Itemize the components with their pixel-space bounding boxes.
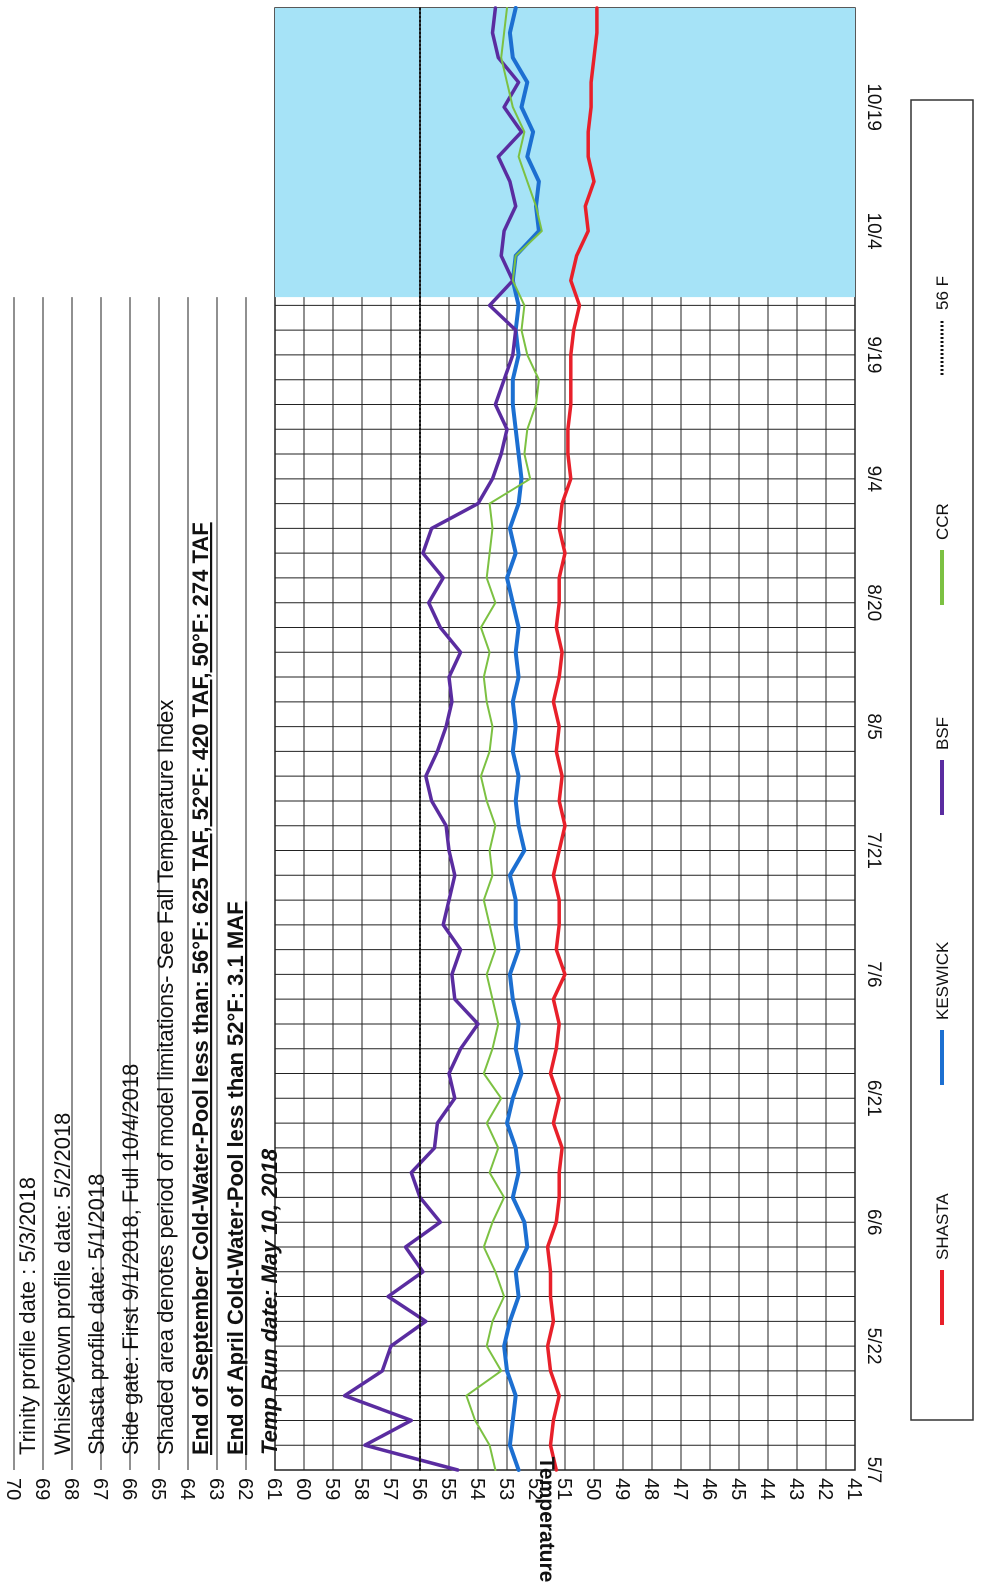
- shaded-area: [275, 8, 855, 298]
- x-tick-label: 9/19: [863, 336, 884, 373]
- legend-label: CCR: [933, 503, 952, 540]
- y-tick-label: 62: [234, 1478, 256, 1500]
- y-tick-label: 69: [31, 1478, 53, 1500]
- annotation-line: End of April Cold-Water-Pool less than 5…: [223, 901, 248, 1455]
- y-tick-label: 49: [611, 1478, 633, 1500]
- x-axis-ticks: 5/7 5/22 6/6 6/21 7/6 7/21 8/5 8/20 9/4 9/19 10/4 1…: [863, 83, 884, 1483]
- x-tick-label: 7/21: [863, 832, 884, 869]
- annotation-line: Shaded area denotes period of model limi…: [153, 700, 178, 1455]
- y-tick-label: 67: [89, 1478, 111, 1500]
- y-tick-label: 54: [466, 1478, 488, 1500]
- y-tick-label: 47: [669, 1478, 691, 1500]
- y-tick-label: 55: [437, 1478, 459, 1500]
- y-tick-label: 66: [118, 1478, 140, 1500]
- legend-label: BSF: [933, 717, 952, 750]
- x-tick-label: 8/5: [863, 713, 884, 739]
- y-tick-label: 50: [582, 1478, 604, 1500]
- y-tick-label: 60: [292, 1478, 314, 1500]
- annotation-line: Temp Run date: May 10, 2018: [257, 1148, 282, 1455]
- y-tick-label: 53: [495, 1478, 517, 1500]
- x-tick-label: 5/7: [863, 1457, 884, 1483]
- series-line-ccr: [465, 7, 543, 1471]
- y-tick-label: 58: [350, 1478, 372, 1500]
- x-tick-label: 10/4: [863, 213, 884, 250]
- y-axis-ticks: 70 69 68 67 66 65 64 63 62 61 60 59 58 57 56 55 54 53 52 51…: [2, 1478, 865, 1500]
- legend-label: 56 F: [933, 276, 952, 310]
- series-line-shasta: [545, 6, 599, 1472]
- annotation-line: Whiskeytown profile date: 5/2/2018: [50, 1113, 75, 1455]
- y-tick-label: 43: [785, 1478, 807, 1500]
- y-tick-label: 51: [553, 1478, 575, 1500]
- x-tick-label: 5/22: [863, 1328, 884, 1365]
- y-tick-label: 56: [408, 1478, 430, 1500]
- shaded-region: [275, 8, 855, 298]
- legend-label: KESWICK: [933, 941, 952, 1020]
- y-tick-label: 44: [756, 1478, 778, 1500]
- x-tick-label: 9/4: [863, 466, 884, 493]
- y-tick-label: 57: [379, 1478, 401, 1500]
- y-tick-label: 64: [176, 1478, 198, 1500]
- annotation-line: Side gate: First 9/1/2018, Full 10/4/201…: [118, 1064, 143, 1455]
- x-tick-label: 6/21: [863, 1080, 884, 1117]
- annotation-line: End of September Cold-Water-Pool less th…: [188, 522, 213, 1455]
- legend-frame: [910, 99, 974, 1421]
- y-tick-label: 65: [147, 1478, 169, 1500]
- x-tick-label: 7/6: [863, 961, 884, 987]
- y-tick-label: 41: [843, 1478, 865, 1500]
- y-tick-label: 48: [640, 1478, 662, 1500]
- y-tick-label: 42: [814, 1478, 836, 1500]
- x-tick-label: 6/6: [863, 1209, 884, 1235]
- series-line-bsf: [342, 6, 524, 1472]
- legend-label: SHASTA: [933, 1193, 952, 1260]
- annotation-line: Shasta profile date: 5/1/2018: [84, 1174, 109, 1455]
- y-tick-label: 70: [2, 1478, 24, 1500]
- series-layer: [342, 6, 599, 1472]
- annotation-block: Trinity profile date : 5/3/2018 Whiskeyto…: [15, 522, 282, 1455]
- y-tick-label: 46: [698, 1478, 720, 1500]
- y-tick-label: 52: [524, 1478, 546, 1500]
- annotation-line: Trinity profile date : 5/3/2018: [15, 1177, 40, 1455]
- y-tick-label: 68: [60, 1478, 82, 1500]
- y-tick-label: 61: [263, 1478, 285, 1500]
- y-axis-label: Temperature (°F): [535, 1457, 558, 1589]
- y-tick-label: 59: [321, 1478, 343, 1500]
- y-tick-label: 63: [205, 1478, 227, 1500]
- x-tick-label: 10/19: [863, 83, 884, 131]
- x-tick-label: 8/20: [863, 584, 884, 621]
- legend: SHASTA KESWICK BSF CCR 56 F: [910, 99, 974, 1421]
- y-tick-label: 45: [727, 1478, 749, 1500]
